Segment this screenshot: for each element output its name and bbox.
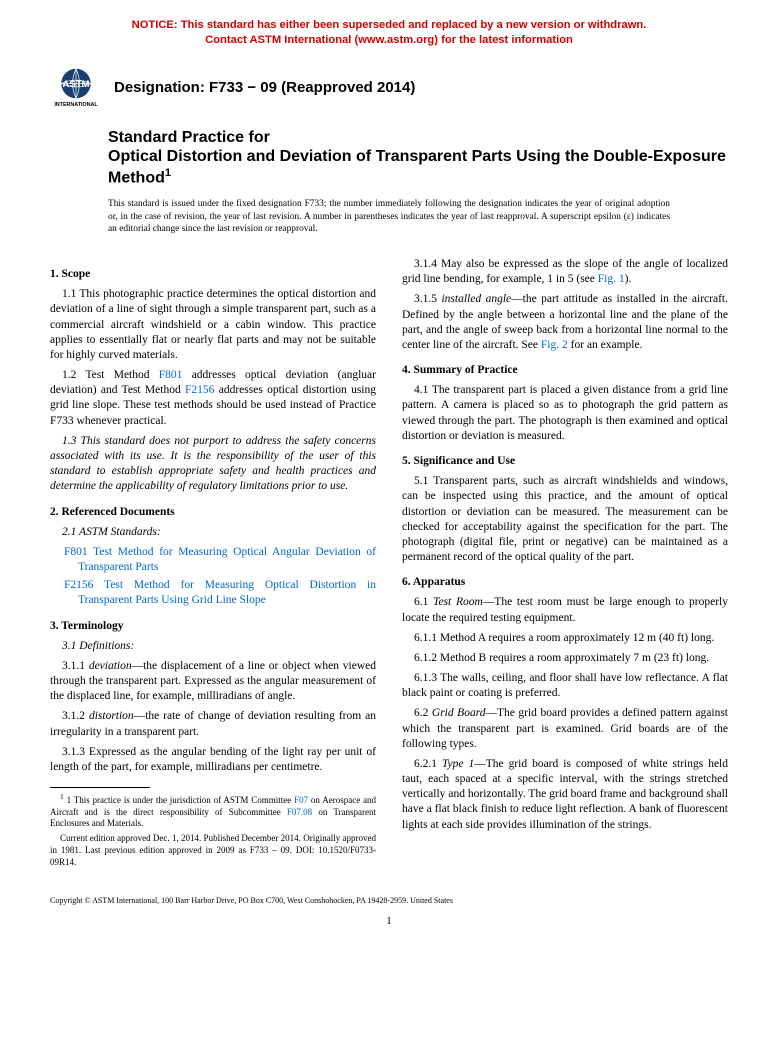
link-f2156[interactable]: F2156 <box>185 384 214 396</box>
para-3-1-3: 3.1.3 Expressed as the angular bending o… <box>50 745 376 775</box>
link-fig-2[interactable]: Fig. 2 <box>541 339 568 351</box>
para-6-2: 6.2 Grid Board—The grid board provides a… <box>402 706 728 752</box>
logo-text-bottom: INTERNATIONAL <box>54 102 98 108</box>
designation-text: Designation: F733 − 09 (Reapproved 2014) <box>114 79 415 96</box>
title-line1: Standard Practice for <box>108 129 728 147</box>
document-page: NOTICE: This standard has either been su… <box>0 0 778 957</box>
page-number: 1 <box>50 915 728 927</box>
astm-logo: ASTM INTERNATIONAL <box>50 61 102 113</box>
section-3-head: 3. Terminology <box>50 619 376 634</box>
footnotes-block: 1 1 This practice is under the jurisdict… <box>50 792 376 868</box>
issuance-note: This standard is issued under the fixed … <box>108 198 670 235</box>
para-3-1: 3.1 Definitions: <box>50 639 376 654</box>
para-6-1: 6.1 Test Room—The test room must be larg… <box>402 595 728 625</box>
link-fig-1[interactable]: Fig. 1 <box>598 273 625 285</box>
link-f801[interactable]: F801 <box>159 369 183 381</box>
footnote-separator <box>50 787 150 788</box>
para-1-1: 1.1 This photographic practice determine… <box>50 287 376 363</box>
section-2-head: 2. Referenced Documents <box>50 505 376 520</box>
para-1-2: 1.2 Test Method F801 addresses optical d… <box>50 368 376 429</box>
ref-f801[interactable]: F801 Test Method for Measuring Optical A… <box>64 545 376 575</box>
section-1-head: 1. Scope <box>50 267 376 282</box>
link-subcommittee-f0708[interactable]: F07.08 <box>287 807 312 817</box>
link-committee-f07[interactable]: F07 <box>294 795 308 805</box>
ref-f2156[interactable]: F2156 Test Method for Measuring Optical … <box>64 578 376 608</box>
para-3-1-1: 3.1.1 deviation—the displacement of a li… <box>50 659 376 705</box>
para-4-1: 4.1 The transparent part is placed a giv… <box>402 383 728 444</box>
body-columns: 1. Scope 1.1 This photographic practice … <box>50 257 728 868</box>
section-6-head: 6. Apparatus <box>402 575 728 590</box>
para-2-1: 2.1 ASTM Standards: <box>50 525 376 540</box>
notice-banner: NOTICE: This standard has either been su… <box>50 18 728 47</box>
para-6-1-3: 6.1.3 The walls, ceiling, and floor shal… <box>402 671 728 701</box>
title-superscript: 1 <box>165 167 171 179</box>
para-3-1-2: 3.1.2 distortion—the rate of change of d… <box>50 709 376 739</box>
section-4-head: 4. Summary of Practice <box>402 363 728 378</box>
notice-line2: Contact ASTM International (www.astm.org… <box>205 34 573 46</box>
footnote-2: Current edition approved Dec. 1, 2014. P… <box>50 833 376 868</box>
para-6-2-1: 6.2.1 Type 1—The grid board is composed … <box>402 757 728 833</box>
header-row: ASTM INTERNATIONAL Designation: F733 − 0… <box>50 61 728 113</box>
footnote-1: 1 1 This practice is under the jurisdict… <box>50 792 376 830</box>
section-5-head: 5. Significance and Use <box>402 454 728 469</box>
logo-text-top: ASTM <box>63 79 90 90</box>
para-5-1: 5.1 Transparent parts, such as aircraft … <box>402 474 728 565</box>
copyright-line: Copyright © ASTM International, 100 Barr… <box>50 896 728 905</box>
para-3-1-4: 3.1.4 May also be expressed as the slope… <box>402 257 728 287</box>
notice-line1: NOTICE: This standard has either been su… <box>132 19 647 31</box>
para-6-1-2: 6.1.2 Method B requires a room approxima… <box>402 651 728 666</box>
para-3-1-5: 3.1.5 installed angle—the part attitude … <box>402 292 728 353</box>
para-1-3: 1.3 This standard does not purport to ad… <box>50 434 376 495</box>
para-6-1-1: 6.1.1 Method A requires a room approxima… <box>402 631 728 646</box>
document-title: Standard Practice for Optical Distortion… <box>108 129 728 188</box>
title-line2: Optical Distortion and Deviation of Tran… <box>108 147 728 188</box>
